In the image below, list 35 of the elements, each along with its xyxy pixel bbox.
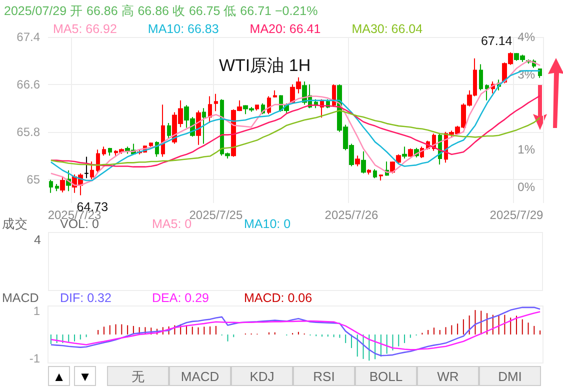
y-tick-label: -1 bbox=[29, 351, 40, 366]
text: ▼ bbox=[74, 366, 96, 386]
text: WR bbox=[417, 366, 479, 386]
text: MA10: 66.83 bbox=[148, 22, 219, 36]
text: 无 bbox=[107, 366, 169, 386]
text: MACD bbox=[169, 366, 231, 386]
text: 2025/07/29 开 66.86 高 66.86 收 66.75 低 66.71 −0.21% bbox=[4, 4, 318, 18]
text: KDJ bbox=[231, 366, 293, 386]
y-tick-label: 65 bbox=[26, 172, 40, 186]
y-tick-label: 67.4 bbox=[16, 30, 40, 44]
y-axis-title: MACD bbox=[2, 291, 39, 305]
y2-tick-label: 0% bbox=[518, 180, 536, 194]
x-tick-label: 2025/7/26 bbox=[324, 208, 378, 222]
text: RSI bbox=[293, 366, 355, 386]
y-tick-label: 65.8 bbox=[16, 124, 40, 139]
y-tick-label: 66.6 bbox=[16, 77, 40, 92]
text: 4 bbox=[34, 233, 41, 247]
text: WTI原油 1H bbox=[219, 56, 311, 75]
text: 成交 bbox=[2, 217, 28, 231]
x-tick-label: 2025/7/25 bbox=[189, 208, 243, 222]
annotation: 67.14 bbox=[480, 34, 512, 48]
text: BOLL bbox=[355, 366, 417, 386]
y2-tick-label: 4% bbox=[518, 30, 536, 44]
text: MA30: 66.04 bbox=[352, 22, 423, 36]
text: DMI bbox=[479, 366, 541, 386]
text: DIF: 0.32 bbox=[60, 291, 112, 305]
y2-tick-label: 1% bbox=[518, 142, 536, 156]
text: MACD: 0.06 bbox=[244, 291, 312, 305]
text: MA5: 66.92 bbox=[53, 22, 117, 36]
text: MA20: 66.41 bbox=[250, 22, 321, 36]
text: DEA: 0.29 bbox=[152, 291, 209, 305]
text: MA10: 0 bbox=[244, 217, 291, 231]
text: ▲ bbox=[48, 366, 70, 386]
x-tick-label: 2025/7/29 bbox=[490, 208, 544, 222]
y-tick-label: 1 bbox=[33, 304, 40, 318]
